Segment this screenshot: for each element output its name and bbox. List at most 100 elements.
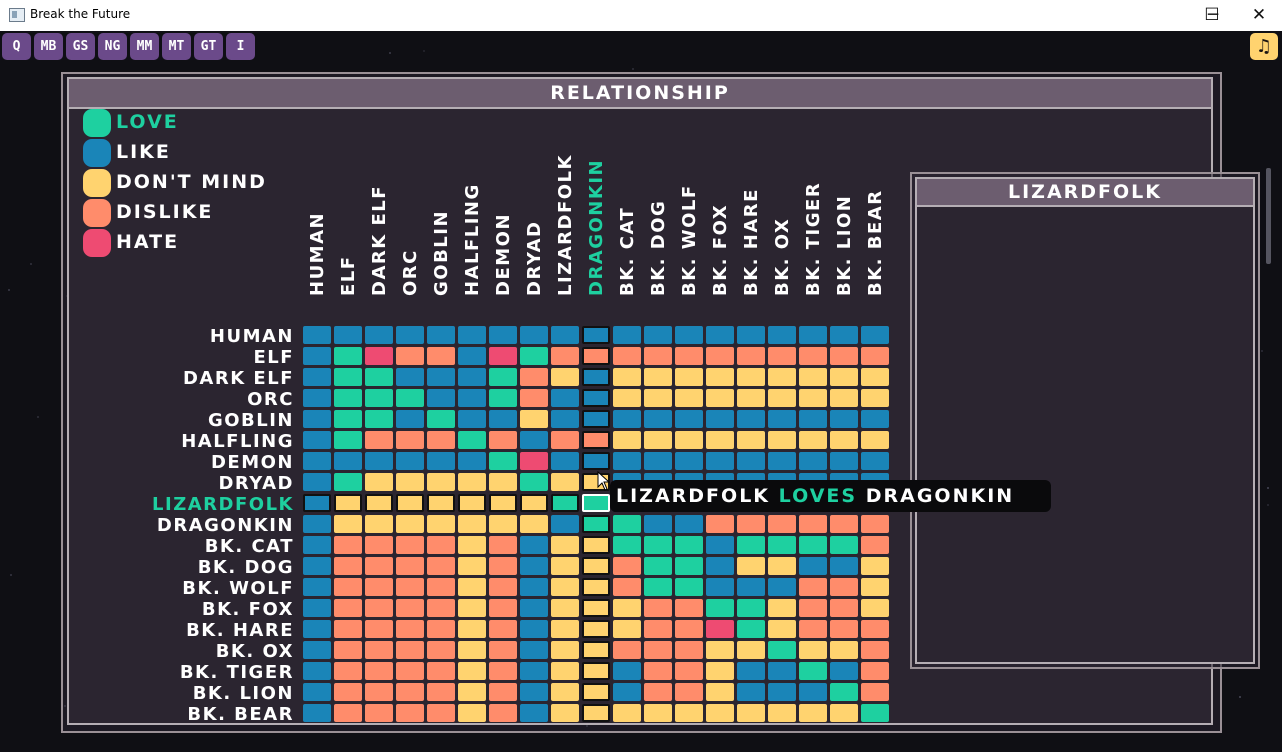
relationship-cell[interactable] bbox=[768, 620, 796, 638]
column-label[interactable]: BK. TIGER bbox=[798, 166, 829, 316]
relationship-cell[interactable] bbox=[489, 578, 517, 596]
relationship-cell[interactable] bbox=[768, 557, 796, 575]
relationship-cell[interactable] bbox=[427, 389, 455, 407]
relationship-cell[interactable] bbox=[427, 494, 455, 512]
relationship-cell[interactable] bbox=[861, 410, 889, 428]
relationship-cell[interactable] bbox=[365, 704, 393, 722]
relationship-cell[interactable] bbox=[551, 641, 579, 659]
relationship-cell[interactable] bbox=[706, 326, 734, 344]
relationship-cell[interactable] bbox=[365, 557, 393, 575]
relationship-cell[interactable] bbox=[427, 536, 455, 554]
relationship-cell[interactable] bbox=[334, 389, 362, 407]
relationship-cell[interactable] bbox=[489, 557, 517, 575]
relationship-cell[interactable] bbox=[830, 641, 858, 659]
relationship-cell[interactable] bbox=[582, 599, 610, 617]
relationship-cell[interactable] bbox=[458, 452, 486, 470]
relationship-cell[interactable] bbox=[675, 704, 703, 722]
row-label[interactable]: BK. HARE bbox=[186, 620, 294, 641]
relationship-cell[interactable] bbox=[458, 599, 486, 617]
relationship-cell[interactable] bbox=[334, 326, 362, 344]
relationship-cell[interactable] bbox=[582, 452, 610, 470]
relationship-cell[interactable] bbox=[520, 389, 548, 407]
relationship-cell[interactable] bbox=[427, 326, 455, 344]
relationship-cell[interactable] bbox=[365, 410, 393, 428]
relationship-cell[interactable] bbox=[861, 389, 889, 407]
relationship-cell[interactable] bbox=[830, 662, 858, 680]
relationship-cell[interactable] bbox=[799, 389, 827, 407]
relationship-cell[interactable] bbox=[489, 452, 517, 470]
relationship-cell[interactable] bbox=[365, 347, 393, 365]
relationship-cell[interactable] bbox=[396, 515, 424, 533]
relationship-cell[interactable] bbox=[365, 683, 393, 701]
relationship-cell[interactable] bbox=[365, 452, 393, 470]
relationship-cell[interactable] bbox=[334, 662, 362, 680]
relationship-cell[interactable] bbox=[737, 515, 765, 533]
column-label[interactable]: BK. LION bbox=[829, 166, 860, 316]
relationship-cell[interactable] bbox=[830, 515, 858, 533]
relationship-cell[interactable] bbox=[365, 326, 393, 344]
relationship-cell[interactable] bbox=[644, 410, 672, 428]
relationship-cell[interactable] bbox=[768, 347, 796, 365]
relationship-cell[interactable] bbox=[303, 599, 331, 617]
relationship-cell[interactable] bbox=[458, 431, 486, 449]
relationship-cell[interactable] bbox=[334, 347, 362, 365]
maximize-button[interactable]: ☐ bbox=[1204, 5, 1220, 25]
relationship-cell[interactable] bbox=[799, 347, 827, 365]
relationship-cell[interactable] bbox=[551, 515, 579, 533]
relationship-cell[interactable] bbox=[799, 620, 827, 638]
relationship-cell[interactable] bbox=[396, 620, 424, 638]
relationship-cell[interactable] bbox=[365, 389, 393, 407]
relationship-cell[interactable] bbox=[303, 389, 331, 407]
relationship-cell[interactable] bbox=[582, 557, 610, 575]
relationship-cell[interactable] bbox=[427, 431, 455, 449]
relationship-cell[interactable] bbox=[551, 704, 579, 722]
relationship-cell[interactable] bbox=[396, 578, 424, 596]
relationship-cell[interactable] bbox=[799, 599, 827, 617]
relationship-cell[interactable] bbox=[520, 536, 548, 554]
row-label[interactable]: ORC bbox=[247, 389, 294, 410]
relationship-cell[interactable] bbox=[520, 452, 548, 470]
minimize-button[interactable]: ─ bbox=[1207, 5, 1219, 25]
relationship-cell[interactable] bbox=[396, 410, 424, 428]
relationship-cell[interactable] bbox=[489, 347, 517, 365]
relationship-cell[interactable] bbox=[861, 578, 889, 596]
relationship-cell[interactable] bbox=[768, 368, 796, 386]
relationship-cell[interactable] bbox=[582, 347, 610, 365]
relationship-cell[interactable] bbox=[365, 473, 393, 491]
relationship-cell[interactable] bbox=[427, 620, 455, 638]
relationship-cell[interactable] bbox=[861, 641, 889, 659]
relationship-cell[interactable] bbox=[768, 641, 796, 659]
row-label[interactable]: DEMON bbox=[210, 452, 294, 473]
relationship-cell[interactable] bbox=[768, 452, 796, 470]
relationship-cell[interactable] bbox=[489, 494, 517, 512]
relationship-cell[interactable] bbox=[737, 578, 765, 596]
relationship-cell[interactable] bbox=[830, 704, 858, 722]
row-label[interactable]: LIZARDFOLK bbox=[152, 494, 294, 515]
relationship-cell[interactable] bbox=[303, 557, 331, 575]
relationship-cell[interactable] bbox=[520, 578, 548, 596]
relationship-cell[interactable] bbox=[830, 452, 858, 470]
column-label[interactable]: DEMON bbox=[488, 166, 519, 316]
relationship-cell[interactable] bbox=[582, 431, 610, 449]
row-label[interactable]: BK. WOLF bbox=[182, 578, 294, 599]
relationship-cell[interactable] bbox=[861, 536, 889, 554]
relationship-cell[interactable] bbox=[520, 641, 548, 659]
relationship-cell[interactable] bbox=[799, 410, 827, 428]
relationship-cell[interactable] bbox=[768, 515, 796, 533]
relationship-cell[interactable] bbox=[427, 578, 455, 596]
relationship-cell[interactable] bbox=[799, 662, 827, 680]
relationship-cell[interactable] bbox=[551, 620, 579, 638]
relationship-cell[interactable] bbox=[861, 704, 889, 722]
relationship-cell[interactable] bbox=[334, 431, 362, 449]
relationship-cell[interactable] bbox=[706, 557, 734, 575]
relationship-cell[interactable] bbox=[675, 410, 703, 428]
relationship-cell[interactable] bbox=[303, 662, 331, 680]
relationship-cell[interactable] bbox=[520, 683, 548, 701]
relationship-cell[interactable] bbox=[737, 368, 765, 386]
relationship-cell[interactable] bbox=[303, 683, 331, 701]
relationship-cell[interactable] bbox=[458, 578, 486, 596]
relationship-cell[interactable] bbox=[737, 662, 765, 680]
relationship-cell[interactable] bbox=[458, 515, 486, 533]
relationship-cell[interactable] bbox=[520, 494, 548, 512]
relationship-cell[interactable] bbox=[365, 599, 393, 617]
